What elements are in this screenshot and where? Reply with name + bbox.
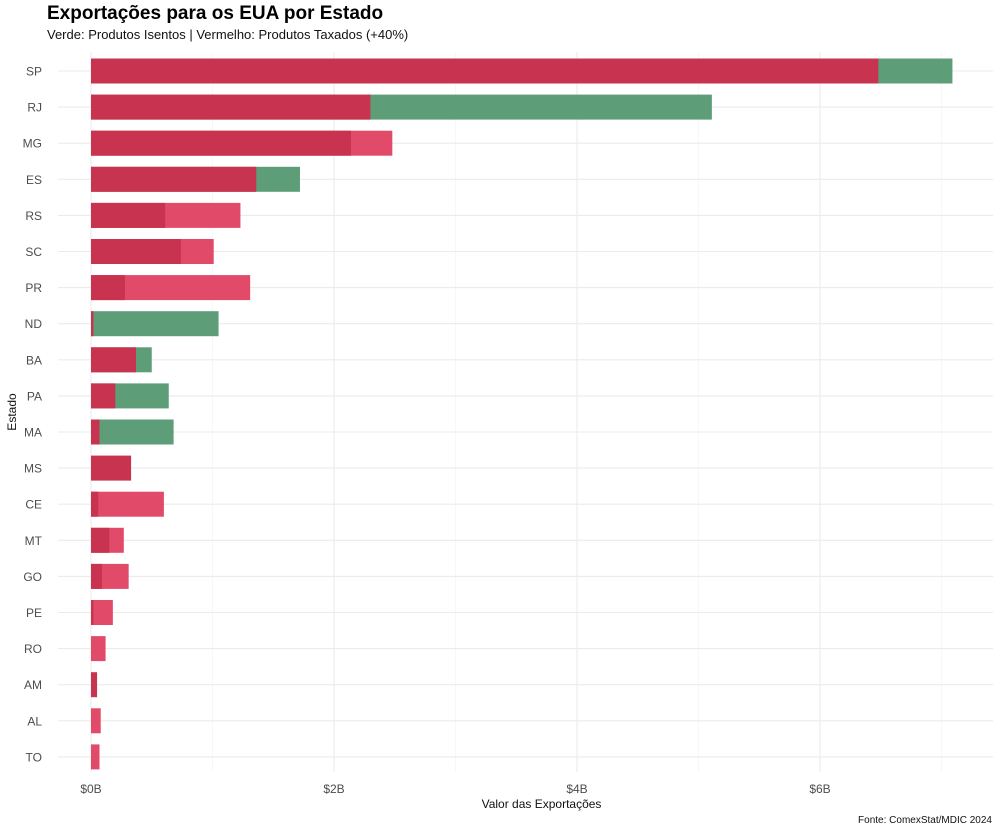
x-axis-label: Valor das Exportações [481,797,602,811]
bar-taxados-nd [91,311,94,337]
bar-taxados-rs [91,202,166,228]
bar-taxados-sp [91,58,879,84]
bar-taxados-pr [91,275,126,301]
bar-taxados-mt [91,527,110,553]
y-tick-label: MA [24,426,42,440]
y-tick-label: SP [26,65,42,79]
bar-isentos-ma [91,419,174,445]
bar-taxados_extra-to [91,744,100,770]
y-tick-label: BA [26,353,42,367]
bar-taxados_extra-ro [91,636,106,662]
bar-taxados_extra-pe [91,600,113,625]
y-tick-label: ND [25,317,43,331]
y-tick-label: RO [24,642,42,656]
y-tick-label: SC [25,245,42,259]
chart-subtitle: Verde: Produtos Isentos | Vermelho: Prod… [47,27,409,42]
x-tick-label: $2B [323,782,344,796]
y-tick-label: PR [25,281,42,295]
bar-taxados-ma [91,419,100,445]
y-tick-label: GO [23,570,42,584]
y-tick-label: AL [27,714,42,728]
chart-caption: Fonte: ComexStat/MDIC 2024 [858,815,992,826]
y-tick-label: TO [26,750,42,764]
bar-taxados-es [91,166,257,192]
bar-taxados-am [91,672,98,698]
y-tick-label: PA [27,389,42,403]
x-tick-label: $6B [809,782,830,796]
y-tick-label: MS [24,462,42,476]
y-tick-label: ES [26,173,42,187]
bar-isentos-nd [91,311,219,337]
x-tick-label: $0B [80,782,101,796]
bar-taxados-ms [91,455,132,481]
x-tick-label: $4B [566,782,587,796]
bar-taxados_extra-al [91,708,101,734]
bar-taxados-pe [91,600,94,625]
y-tick-label: MT [25,534,43,548]
y-tick-label: AM [24,678,42,692]
bar-taxados_extra-ce [91,491,164,517]
y-tick-label: MG [23,137,42,151]
y-tick-label: RS [25,209,42,223]
bar-taxados-go [91,563,102,589]
y-tick-label: PE [26,606,42,620]
y-tick-label: RJ [27,101,42,115]
chart-title: Exportações para os EUA por Estado [47,3,384,24]
bar-taxados-pa [91,383,116,409]
y-tick-label: CE [25,498,42,512]
bar-taxados-ba [91,347,136,373]
bar-taxados-ce [91,491,99,517]
bar-taxados-sc [91,239,181,264]
bar-taxados-rj [91,94,371,120]
bar-taxados-mg [91,130,352,156]
